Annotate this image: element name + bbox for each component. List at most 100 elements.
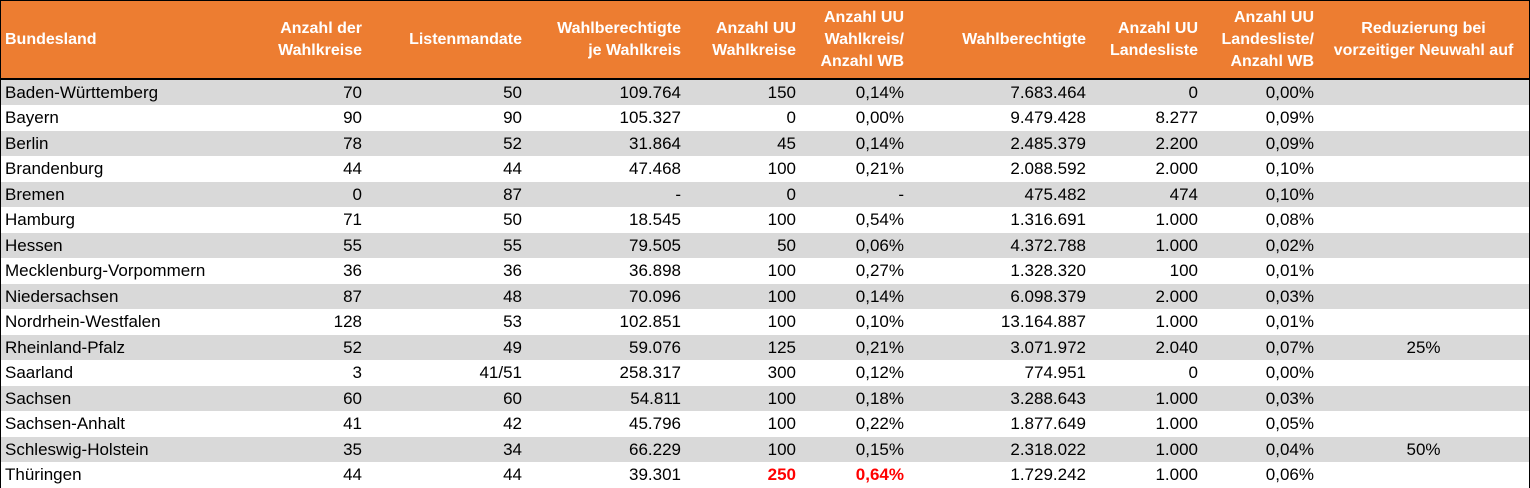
table-cell <box>1318 309 1529 335</box>
table-cell <box>1318 156 1529 182</box>
table-cell <box>1318 386 1529 412</box>
table-cell: 0,06% <box>855 235 904 255</box>
table-cell: 70.096 <box>629 286 681 306</box>
table-cell: 474 <box>1169 184 1198 204</box>
table-cell: 44 <box>503 159 522 179</box>
table-cell: 0,06% <box>1265 465 1314 485</box>
table-cell: 0,21% <box>855 159 904 179</box>
table-cell: 0,14% <box>855 83 904 102</box>
table-cell: 0,03% <box>1265 388 1314 408</box>
table-cell: 48 <box>503 286 522 306</box>
table-cell: 0,09% <box>1265 108 1314 128</box>
table-cell: 0,10% <box>1265 159 1314 179</box>
table-cell: 47.468 <box>629 159 681 179</box>
table-cell: 2.000 <box>1155 159 1198 179</box>
table-cell: 3 <box>352 363 362 383</box>
row-label-bundesland: Thüringen <box>5 465 82 485</box>
column-header: Wahlberechtigte je Wahlkreis <box>526 1 685 80</box>
table-cell: 1.729.242 <box>1010 465 1086 485</box>
table-cell: 0,09% <box>1265 133 1314 153</box>
table-row: Mecklenburg-Vorpommern 36 36 36.898 100 0,27%… <box>1 258 1529 284</box>
table-cell <box>1318 182 1529 208</box>
table-row: Saarland 3 41/51 258.317 300 0,12% 774.951 0 0,0… <box>1 360 1529 386</box>
table-cell <box>1318 360 1529 386</box>
table-cell <box>1318 207 1529 233</box>
table-cell: 0,22% <box>855 414 904 434</box>
table-row: Berlin 78 52 31.864 45 0,14% 2.485.379 2.200 0,0… <box>1 130 1529 157</box>
table-cell: 49 <box>503 337 522 357</box>
table-cell: 0,12% <box>855 363 904 383</box>
table-cell: 100 <box>767 312 796 332</box>
table-cell: 0,10% <box>1265 184 1314 204</box>
table-cell: 39.301 <box>629 465 681 485</box>
table-cell: 0,05% <box>1265 414 1314 434</box>
table-body: Baden-Württemberg 70 50 109.764 150 0,14% 7.68… <box>1 79 1529 488</box>
table-row: Sachsen 60 60 54.811 100 0,18% 3.288.643 1.000 0… <box>1 385 1529 412</box>
column-header: Anzahl UU Landesliste/Anzahl WB <box>1202 1 1318 80</box>
column-header-text: Anzahl UU <box>1118 19 1198 37</box>
column-header-text: Anzahl UU <box>824 8 904 26</box>
table-cell: 2.200 <box>1155 133 1198 153</box>
table-cell: 41 <box>343 414 362 434</box>
table-cell: 36.898 <box>629 261 681 281</box>
table-cell: 0 <box>1188 363 1198 383</box>
column-header-text: Anzahl UU <box>1234 8 1314 26</box>
table-cell: 250 <box>767 465 796 485</box>
table-cell: 34 <box>503 439 522 459</box>
table-cell: 13.164.887 <box>1000 312 1086 332</box>
column-header-text: je Wahlkreis <box>588 41 681 59</box>
table-cell <box>1318 258 1529 284</box>
table-cell: 44 <box>503 465 522 485</box>
table-cell: 45 <box>777 133 796 153</box>
column-header: Anzahl UU Landesliste <box>1090 1 1202 80</box>
table-cell: 8.277 <box>1155 108 1198 128</box>
table-cell: 1.000 <box>1155 465 1198 485</box>
table-cell: 0,04% <box>1265 439 1314 459</box>
row-label-bundesland: Schleswig-Holstein <box>5 439 149 459</box>
table-cell: 54.811 <box>630 388 681 408</box>
row-label-bundesland: Baden-Württemberg <box>5 83 159 102</box>
table-cell: 1.000 <box>1155 388 1198 408</box>
table-cell: 50% <box>1406 439 1441 459</box>
row-label-bundesland: Sachsen-Anhalt <box>5 414 126 434</box>
row-label-bundesland: Saarland <box>5 363 74 383</box>
table-cell: 100 <box>767 414 796 434</box>
column-header: Anzahl der Wahlkreise <box>226 1 366 80</box>
column-header-text: Anzahl der <box>280 19 362 37</box>
table-row: Hessen 55 55 79.505 50 0,06% 4.372.788 1.000 0,0… <box>1 232 1529 259</box>
table-cell <box>1318 233 1529 259</box>
table-cell: 125 <box>767 337 796 357</box>
table-cell: 3.071.972 <box>1010 337 1086 357</box>
table-row: Rheinland-Pfalz 52 49 59.076 125 0,21% 3.071.9… <box>1 334 1529 360</box>
table-cell: 100 <box>767 286 796 306</box>
table-cell: 90 <box>343 108 362 128</box>
table-cell: 0,08% <box>1265 210 1314 230</box>
table-row: Schleswig-Holstein 35 34 66.229 100 0,15% 2.31… <box>1 436 1529 462</box>
table-cell: 258.317 <box>619 363 681 383</box>
table-cell: 100 <box>767 210 796 230</box>
table-cell: 0,10% <box>855 312 904 332</box>
column-header: Reduzierung bei vorzeitiger Neuwahl auf <box>1318 1 1529 80</box>
table-cell: 59.076 <box>629 337 681 357</box>
table-cell: 774.951 <box>1024 363 1086 383</box>
table-cell: 105.327 <box>619 108 681 128</box>
table-row: Hamburg 71 50 18.545 100 0,54% 1.316.691 1.000 0… <box>1 207 1529 233</box>
table-cell <box>1318 131 1529 157</box>
table-cell: 45.796 <box>629 414 681 434</box>
table-cell: 0,21% <box>855 337 904 357</box>
table-cell: 1.328.320 <box>1010 261 1086 281</box>
table-cell: 87 <box>503 184 522 204</box>
table-cell: 1.316.691 <box>1010 210 1086 230</box>
table-cell: 71 <box>343 210 362 230</box>
row-label-bundesland: Bayern <box>5 108 59 128</box>
table-cell: 0,00% <box>855 108 904 128</box>
table-cell: 0,64% <box>855 465 904 485</box>
table-row: Bremen 0 87 - 0 - 475.482 474 0,10% <box>1 181 1529 208</box>
table-cell: 2.000 <box>1155 286 1198 306</box>
column-header-text: Wahlkreis/ <box>824 30 904 48</box>
table-cell: 52 <box>343 337 362 357</box>
column-header-text: Anzahl WB <box>820 52 904 70</box>
table-row: Niedersachsen 87 48 70.096 100 0,14% 6.098.379… <box>1 283 1529 310</box>
table-cell <box>1318 284 1529 310</box>
